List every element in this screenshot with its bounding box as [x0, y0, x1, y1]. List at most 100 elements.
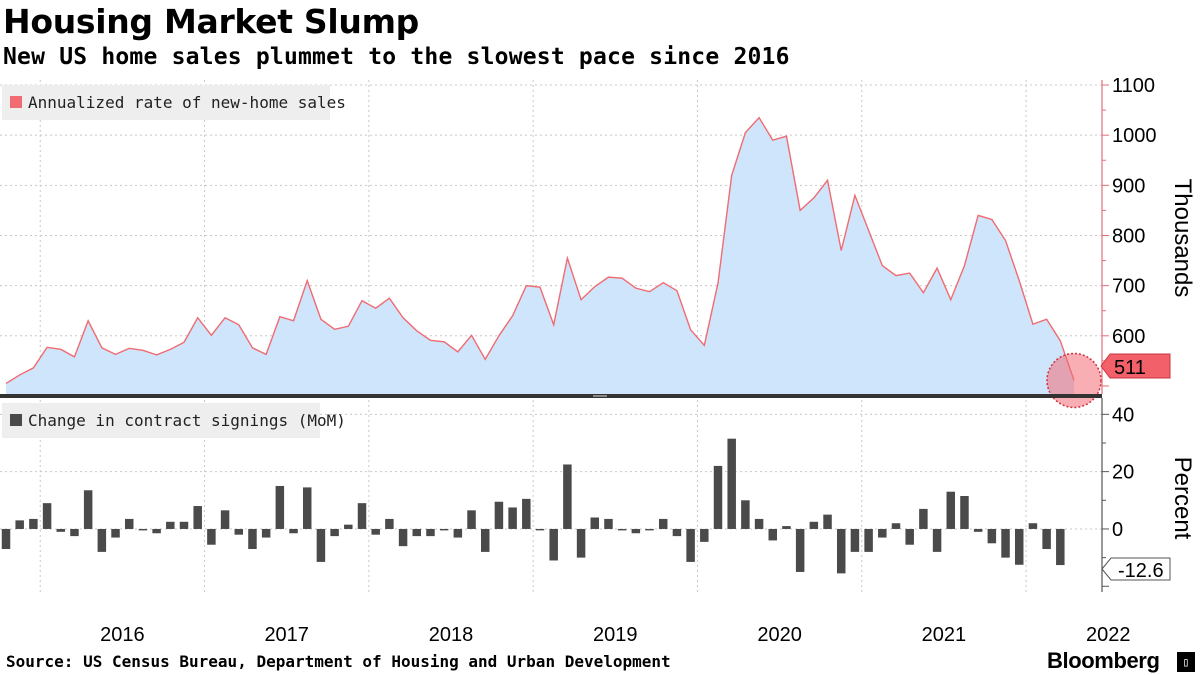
bar [193, 506, 202, 529]
bar [631, 528, 641, 534]
y-tick-label-top: 800 [1112, 225, 1145, 247]
axes: 600 700 800 900 1000 1100 0 20 40 2016 2017 2018 201… [0, 75, 1157, 646]
y-tick-label-top: 700 [1112, 276, 1145, 298]
last-value-callout-bottom-shape [1101, 557, 1171, 581]
chart-subtitle: New US home sales plummet to the slowest… [3, 44, 790, 70]
bar [248, 528, 257, 550]
bar [1001, 528, 1010, 558]
bar [617, 528, 627, 531]
bar [946, 491, 956, 529]
bar [439, 528, 449, 531]
last-value-callout-top: 511 [1100, 353, 1171, 379]
bar [385, 518, 394, 529]
x-tick-label: 2019 [593, 624, 638, 646]
bar [83, 490, 93, 529]
chart-title: Housing Market Slump [3, 2, 420, 41]
y-tick-label-top: 1100 [1112, 75, 1155, 97]
bar [1056, 528, 1065, 566]
bar [124, 518, 134, 529]
x-tick-label: 2017 [264, 624, 309, 646]
bar [960, 496, 969, 529]
legend-top-background [2, 85, 330, 120]
y-tick-label-top: 1000 [1112, 125, 1157, 147]
bar [302, 487, 312, 529]
bar [987, 528, 997, 544]
bar [234, 528, 244, 535]
y-tick-label-bottom: 0 [1112, 519, 1123, 541]
chart-svg: 600 700 800 900 1000 1100 0 20 40 2016 2017 2018 201… [0, 75, 1196, 646]
bar [905, 528, 914, 545]
bar [371, 528, 380, 535]
last-value-label-top: 511 [1114, 357, 1146, 379]
bar [932, 528, 942, 552]
x-tick-label: 2021 [922, 624, 967, 646]
bar [768, 528, 778, 541]
bar [713, 465, 723, 529]
legend-bottom-swatch [10, 414, 22, 426]
bar [686, 528, 695, 562]
bar [864, 528, 873, 552]
bar [480, 528, 490, 552]
bar [97, 528, 107, 552]
legend-top-label: Annualized rate of new-home sales [28, 93, 346, 112]
bar [522, 498, 531, 529]
bar [754, 518, 764, 529]
bar [973, 528, 983, 532]
bar [261, 528, 271, 538]
bar [152, 528, 161, 534]
x-tick-label: 2016 [100, 624, 145, 646]
bar [289, 528, 298, 534]
y-tick-label-top: 600 [1112, 326, 1145, 348]
y-tick-label-bottom: 20 [1112, 462, 1134, 484]
last-point-marker [1046, 352, 1102, 409]
bar [111, 528, 120, 538]
bar [823, 514, 832, 529]
x-tick-label: 2022 [1086, 624, 1131, 646]
panel-separator [0, 394, 1102, 398]
bar [508, 507, 517, 529]
bar [275, 485, 285, 529]
bar [645, 528, 654, 531]
legend-bottom-label: Change in contract signings (MoM) [28, 411, 346, 430]
bar [741, 500, 750, 529]
bar [220, 510, 230, 529]
y-axis-label-top: Thousands [1169, 179, 1196, 298]
x-tick-label: 2018 [429, 624, 474, 646]
bar [891, 523, 901, 529]
legend-bottom-background [2, 403, 320, 438]
bar [672, 528, 682, 537]
bar [494, 501, 504, 529]
bar [357, 503, 367, 529]
bar [700, 528, 709, 542]
bar [15, 520, 24, 529]
terminal-icon: ▯ [1177, 652, 1195, 672]
bar [782, 526, 791, 529]
bottom-panel [1, 438, 1065, 574]
bar [316, 528, 326, 562]
bar [850, 528, 860, 552]
bar [563, 464, 572, 529]
bar [658, 518, 668, 529]
bar [138, 528, 148, 531]
bar [426, 528, 435, 537]
top-panel [5, 116, 1102, 409]
bar [207, 528, 216, 545]
legend-top-swatch [10, 96, 22, 108]
bar [1028, 523, 1038, 529]
bar [549, 528, 558, 561]
area-series-fill [6, 117, 1074, 397]
bar [604, 518, 613, 529]
brand-logo-text: Bloomberg [1047, 648, 1160, 673]
bar [344, 524, 353, 529]
bar [590, 517, 600, 529]
bar [330, 528, 339, 537]
bar [398, 528, 408, 547]
source-note: Source: US Census Bureau, Department of … [6, 652, 671, 671]
last-value-label-bottom: -12.6 [1118, 560, 1164, 582]
bar [42, 503, 52, 529]
bar [453, 528, 463, 538]
last-value-callout-bottom: -12.6 [1101, 557, 1171, 582]
y-axis-label-bottom: Percent [1169, 457, 1196, 540]
bar [809, 521, 819, 529]
y-tick-label-bottom: 40 [1112, 404, 1134, 426]
